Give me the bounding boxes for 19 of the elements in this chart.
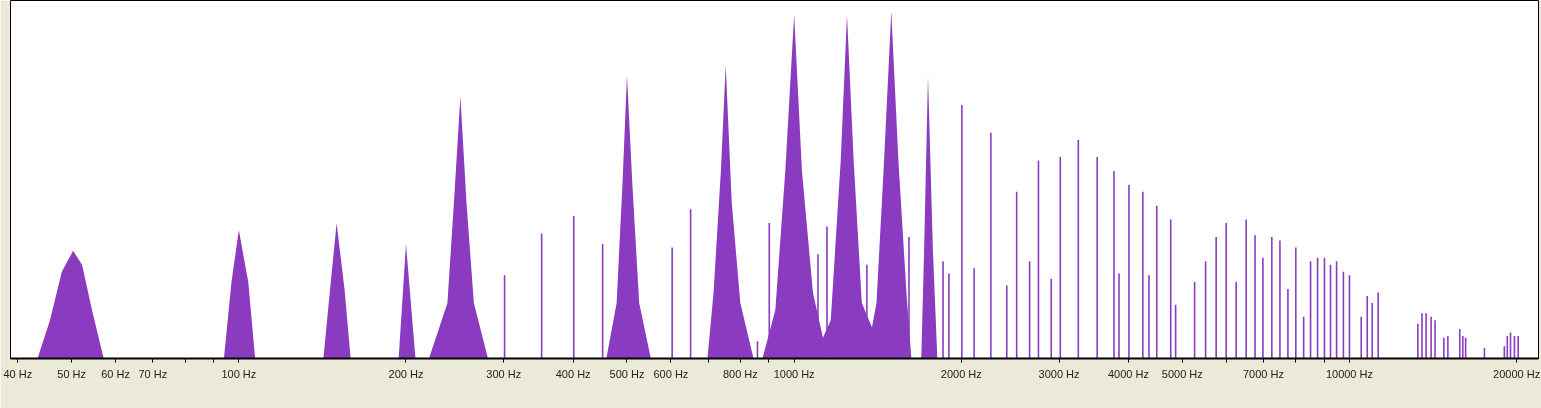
x-tick-label: 500 Hz [609,367,645,380]
x-tick-label: 70 Hz [138,367,168,380]
x-tick-label: 1000 Hz [773,367,815,380]
x-tick-label: 200 Hz [388,367,424,380]
x-tick-label: 300 Hz [486,367,522,380]
x-tick-label: 40 Hz [3,367,33,380]
x-tick-label: 10000 Hz [1325,367,1373,380]
x-tick-label: 800 Hz [722,367,758,380]
x-tick-label: 3000 Hz [1038,367,1080,380]
x-tick-label: 5000 Hz [1161,367,1203,380]
x-tick-label: 100 Hz [221,367,257,380]
x-tick-label: 60 Hz [101,367,131,380]
x-tick-label: 400 Hz [555,367,591,380]
x-tick-label: 4000 Hz [1107,367,1149,380]
x-tick-label: 600 Hz [653,367,689,380]
x-tick-label: 20000 Hz [1493,367,1541,380]
x-tick-label: 7000 Hz [1242,367,1284,380]
x-tick-label: 2000 Hz [940,367,982,380]
x-tick-label: 50 Hz [57,367,87,380]
